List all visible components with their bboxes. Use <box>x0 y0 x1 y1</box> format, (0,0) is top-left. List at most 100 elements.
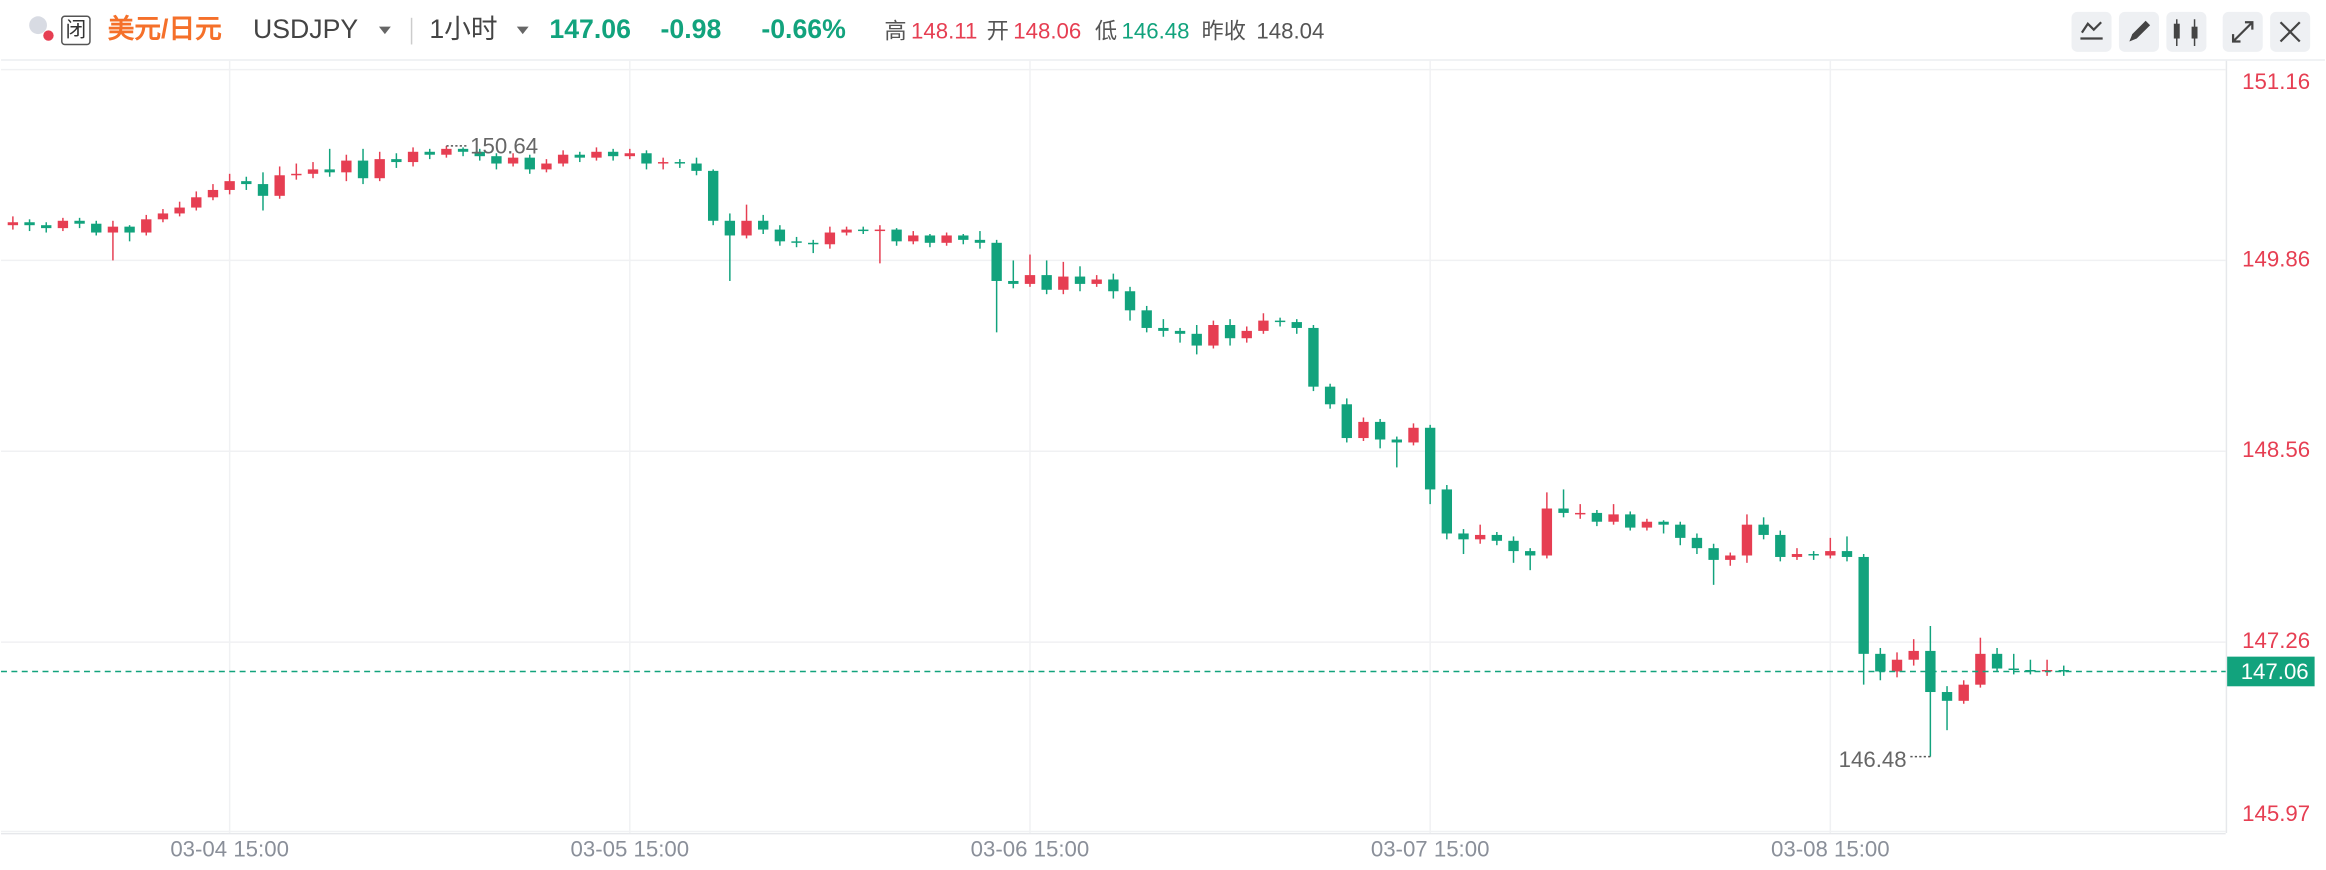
candle-body <box>1208 325 1219 346</box>
candle-body <box>357 160 369 179</box>
candle-body <box>1091 279 1102 284</box>
candle-body <box>891 229 902 242</box>
candle-body <box>41 225 52 229</box>
candle-body <box>607 151 619 157</box>
candle-body <box>774 229 786 242</box>
stat-label: 低 <box>1095 18 1117 43</box>
candle-body <box>1274 320 1286 323</box>
candle-body <box>341 160 352 173</box>
tag-box <box>61 15 91 46</box>
candle-body <box>874 229 886 232</box>
candle-body <box>1141 310 1152 328</box>
candle-body <box>674 162 686 164</box>
candle-body <box>7 222 19 226</box>
candle-body <box>1858 556 1869 654</box>
candle-body <box>591 151 602 158</box>
candle-body <box>407 151 419 163</box>
candle-body <box>57 220 69 229</box>
candle-body <box>391 159 402 163</box>
candle-body <box>291 173 302 176</box>
candle-body <box>707 170 719 221</box>
candle-body <box>1291 322 1302 328</box>
current-price-label: 147.06 <box>2241 659 2309 684</box>
stat-value: 148.06 <box>1013 18 1081 43</box>
symbol-code[interactable]: USDJPY <box>253 14 358 44</box>
candle-body <box>1658 521 1669 525</box>
candle-body <box>1124 291 1136 311</box>
candle-body <box>1008 280 1019 284</box>
candle-body <box>1708 548 1719 560</box>
chart-type-button[interactable] <box>2166 11 2207 52</box>
candle-body <box>157 213 169 220</box>
max-label: 150.64 <box>470 133 538 158</box>
y-tick-label: 149.86 <box>2242 246 2310 271</box>
candle-body <box>691 163 702 171</box>
candle-body <box>1324 386 1336 405</box>
flag-icon-dot <box>43 30 54 41</box>
candle-body <box>1608 514 1619 522</box>
min-label: 146.48 <box>1839 747 1907 772</box>
candle-body <box>541 163 552 170</box>
dropdown-caret[interactable] <box>516 26 529 35</box>
candle-body <box>1758 524 1769 535</box>
candle-body <box>841 229 852 233</box>
candle-body <box>74 220 85 224</box>
candle-body <box>1575 512 1586 515</box>
candle-body <box>1158 327 1169 331</box>
stat-label: 开 <box>987 18 1009 43</box>
candle-body <box>1691 537 1703 549</box>
candle-body <box>1558 508 1569 513</box>
candle-body <box>1541 508 1553 556</box>
indicator-button[interactable] <box>2071 11 2112 52</box>
candle-body <box>1308 327 1319 387</box>
candle-body <box>1424 427 1436 490</box>
candle-body <box>824 232 836 245</box>
x-tick-label: 03-04 15:00 <box>170 837 289 862</box>
dropdown-caret[interactable] <box>378 26 391 35</box>
candle-body <box>1224 325 1236 339</box>
candle-body <box>524 157 535 170</box>
candle-body <box>1991 653 2003 669</box>
candle-body <box>207 189 219 198</box>
candle-body <box>91 223 102 233</box>
candle-body <box>491 156 502 164</box>
candle-body <box>1625 514 1636 528</box>
candle-body <box>307 169 319 174</box>
candle-body <box>1808 554 1819 556</box>
candle-body <box>2008 668 2019 671</box>
change: -0.98 <box>661 14 722 44</box>
candle-body <box>1458 533 1469 540</box>
candle-body <box>1474 534 1486 540</box>
symbol-name[interactable]: 美元/日元 <box>108 14 222 44</box>
indicator-icon <box>2080 21 2103 40</box>
stat-value: 148.11 <box>911 18 977 43</box>
interval[interactable]: 1小时 <box>429 14 497 44</box>
candle-body <box>908 235 919 242</box>
candle-body <box>974 239 986 243</box>
candle-body <box>958 235 969 240</box>
candle-body <box>1525 551 1536 556</box>
candle-body <box>1241 330 1252 339</box>
current-price-box <box>2227 656 2315 687</box>
y-tick-label: 148.56 <box>2242 437 2310 462</box>
candle-body <box>1775 534 1786 557</box>
candle-body <box>1675 524 1686 538</box>
candle-body <box>1975 653 1986 685</box>
candle-body <box>1908 650 1919 660</box>
candle-body <box>1408 427 1419 443</box>
candle-body <box>24 222 35 226</box>
candle-body <box>941 235 952 243</box>
candle-body <box>1741 524 1753 556</box>
candle-body <box>624 153 635 157</box>
close-icon <box>2279 21 2301 43</box>
candle-body <box>1825 551 1836 556</box>
candle-body <box>1041 275 1052 290</box>
candle-body <box>1258 320 1269 331</box>
candle-body <box>2025 669 2036 672</box>
candle-body <box>174 207 185 214</box>
candle-body <box>858 229 869 232</box>
x-tick-label: 03-06 15:00 <box>971 837 1090 862</box>
candle-body <box>374 159 385 179</box>
